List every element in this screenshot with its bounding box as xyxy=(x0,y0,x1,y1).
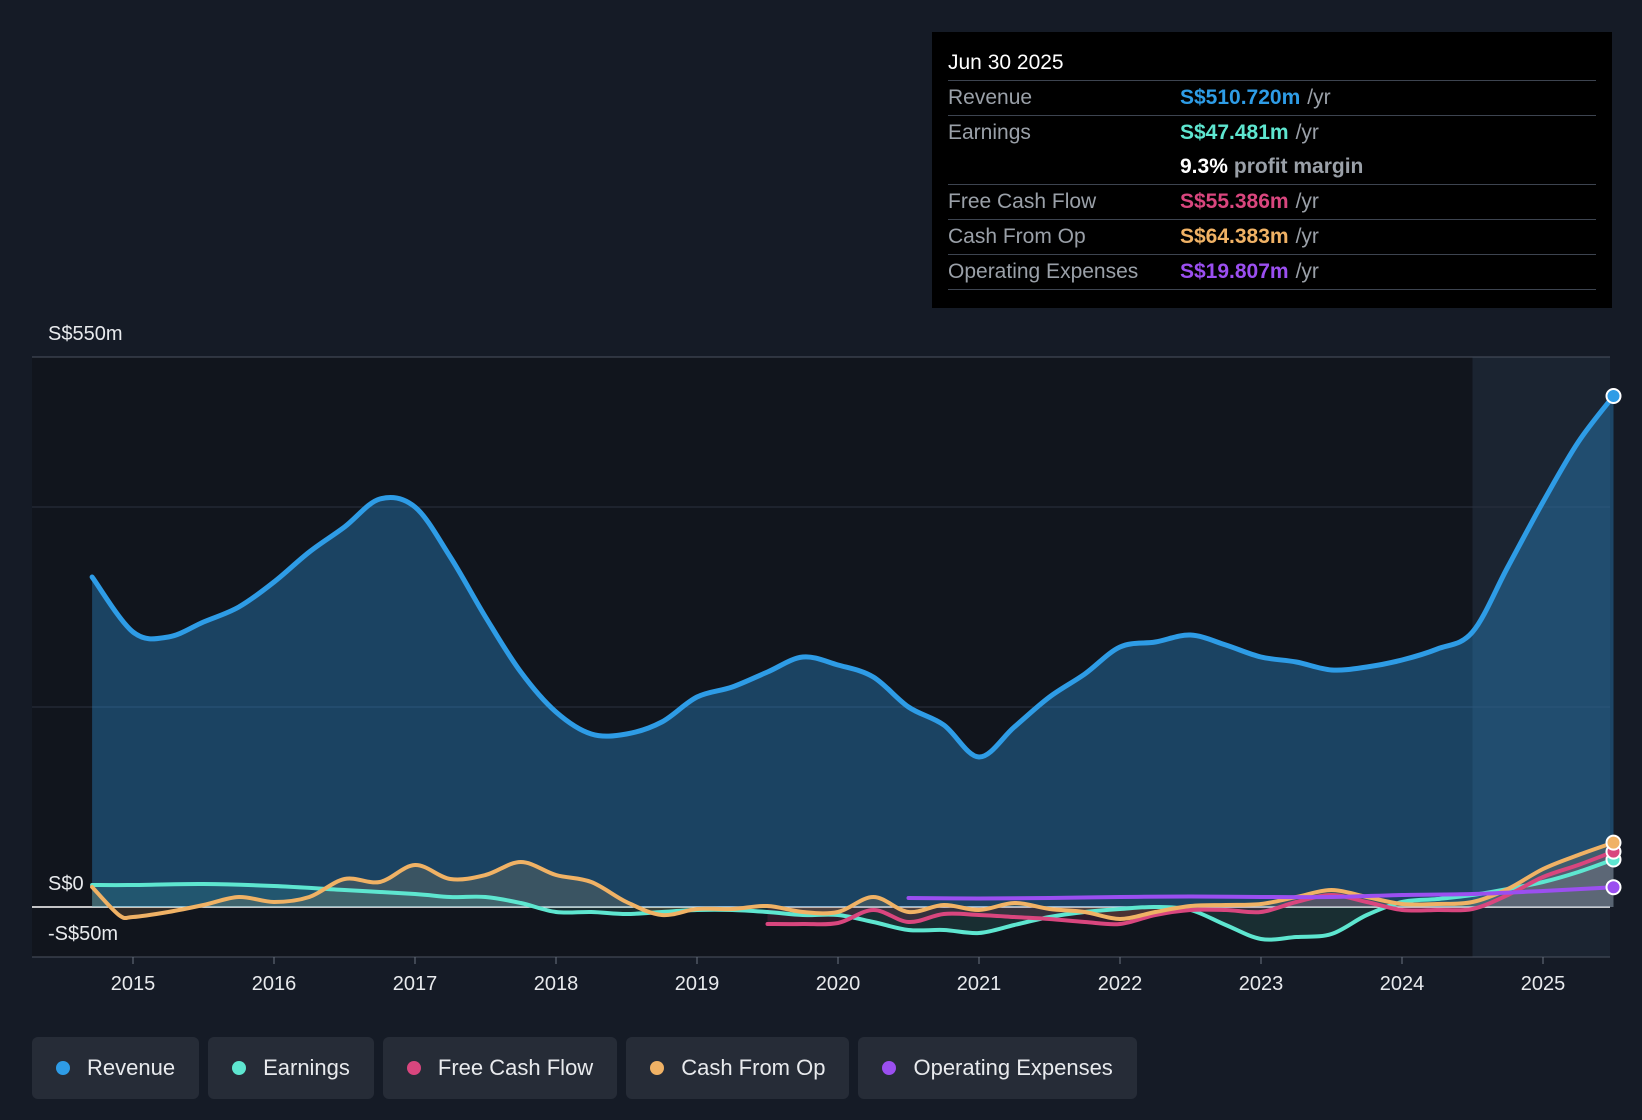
tooltip-unit: /yr xyxy=(1295,121,1319,144)
tooltip-label: Revenue xyxy=(948,86,1033,109)
tooltip-value: S$55.386m xyxy=(1180,190,1289,213)
series-line-revenue xyxy=(89,393,1616,760)
y-label-top: S$550m xyxy=(48,323,123,345)
legend-dot-icon xyxy=(56,1061,70,1075)
x-tick-label: 2024 xyxy=(1380,973,1425,995)
series-area-cash-from-op xyxy=(92,842,1614,919)
plot-dark-area xyxy=(32,357,1473,957)
y-label-zero: S$0 xyxy=(48,873,84,895)
legend-item-free-cash-flow[interactable]: Free Cash Flow xyxy=(382,1037,618,1099)
series-area-earnings xyxy=(92,859,1614,940)
series-area-revenue xyxy=(92,396,1614,907)
x-tick-label: 2018 xyxy=(534,973,579,995)
tooltip-unit: /yr xyxy=(1307,86,1331,109)
tooltip-row-free-cash-flow: Free Cash Flow S$55.386m /yr xyxy=(948,185,1596,220)
tooltip-row-profit-margin: 9.3% profit margin xyxy=(948,150,1596,185)
series-end-marker-operating-expenses[interactable] xyxy=(1605,879,1622,896)
tooltip-unit: /yr xyxy=(1295,260,1319,283)
x-tick-label: 2016 xyxy=(252,973,297,995)
tooltip-value: S$510.720m xyxy=(1180,86,1301,109)
x-tick-label: 2015 xyxy=(111,973,156,995)
x-tick-label: 2020 xyxy=(816,973,861,995)
legend-label: Cash From Op xyxy=(681,1055,826,1080)
series-end-marker-cash-from-op[interactable] xyxy=(1605,834,1622,851)
tooltip-row-earnings: Earnings S$47.481m /yr xyxy=(948,116,1596,150)
tooltip-value: S$64.383m xyxy=(1180,225,1289,248)
grid xyxy=(32,356,1610,958)
profit-margin-value: 9.3% xyxy=(1180,155,1228,178)
legend-item-operating-expenses[interactable]: Operating Expenses xyxy=(858,1037,1137,1099)
highlight-band xyxy=(1472,357,1610,957)
legend-dot-icon xyxy=(406,1061,421,1075)
tooltip-row-cash-from-op: Cash From Op S$64.383m /yr xyxy=(948,220,1596,255)
x-tick-label: 2022 xyxy=(1098,973,1143,995)
series-end-marker-revenue[interactable] xyxy=(1605,388,1622,404)
legend-item-earnings[interactable]: Earnings xyxy=(208,1037,374,1099)
tooltip-row-revenue: Revenue S$510.720m /yr xyxy=(948,81,1596,116)
profit-margin-label: profit margin xyxy=(1233,155,1364,178)
tooltip-label: Cash From Op xyxy=(948,225,1086,248)
x-tick-label: 2021 xyxy=(957,973,1002,995)
x-tick-label: 2023 xyxy=(1239,973,1284,995)
y-label-bottom: -S$50m xyxy=(48,923,118,945)
tooltip-unit: /yr xyxy=(1295,190,1319,213)
tooltip-label: Earnings xyxy=(948,121,1031,144)
legend-dot-icon xyxy=(650,1061,665,1075)
tooltip-label: Free Cash Flow xyxy=(948,190,1097,213)
tooltip-row-operating-expenses: Operating Expenses S$19.807m /yr xyxy=(948,255,1596,290)
x-tick-label: 2017 xyxy=(393,973,438,995)
tooltip-value: S$19.807m xyxy=(1180,260,1289,283)
tooltip-label: Operating Expenses xyxy=(948,260,1139,283)
series-line-earnings xyxy=(90,857,1616,942)
legend-label: Earnings xyxy=(263,1055,350,1080)
legend-label: Operating Expenses xyxy=(913,1055,1113,1080)
legend-dot-icon xyxy=(232,1061,247,1075)
tooltip-value: S$47.481m xyxy=(1180,121,1289,144)
series-layer xyxy=(89,388,1622,942)
x-tick-label: 2019 xyxy=(675,973,720,995)
tooltip-date: Jun 30 2025 xyxy=(948,46,1596,81)
series-line-free-cash-flow xyxy=(765,849,1616,927)
legend-item-cash-from-op[interactable]: Cash From Op xyxy=(626,1037,850,1099)
legend-item-revenue[interactable]: Revenue xyxy=(32,1037,200,1099)
x-tick-label: 2025 xyxy=(1521,973,1566,995)
legend-label: Free Cash Flow xyxy=(437,1055,594,1080)
series-line-operating-expenses xyxy=(906,885,1616,901)
tooltip: Jun 30 2025 Revenue S$510.720m /yr Earni… xyxy=(932,32,1612,308)
tooltip-label xyxy=(948,150,1180,184)
legend-dot-icon xyxy=(882,1061,897,1075)
tooltip-unit: /yr xyxy=(1295,225,1319,248)
legend-label: Revenue xyxy=(87,1055,176,1080)
legend: Revenue Earnings Free Cash Flow Cash Fro… xyxy=(32,1037,1137,1099)
x-axis-ticks: 2015 2016 2017 2018 2019 2020 2021 2022 2023 2024… xyxy=(111,957,1566,995)
